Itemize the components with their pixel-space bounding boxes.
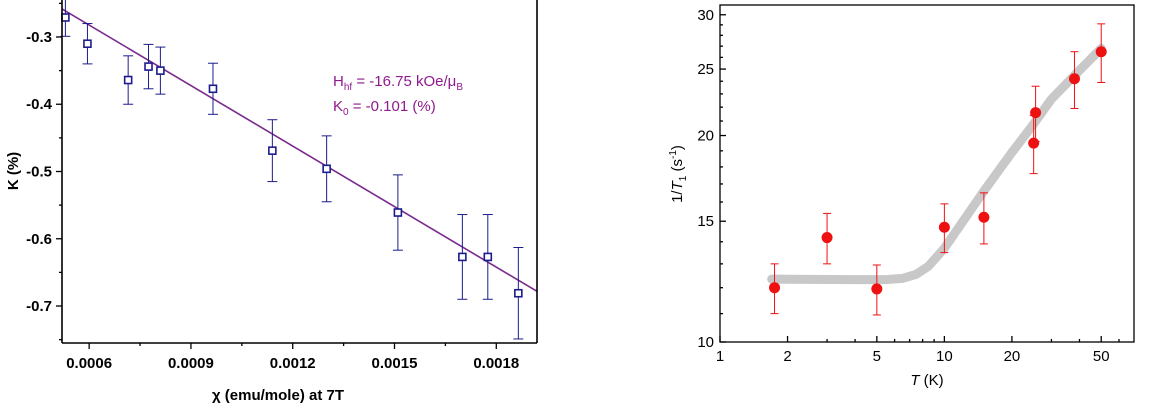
left-y-tick-label: -0.7 — [26, 298, 52, 315]
left-chart: 0.0006 0.0009 0.0012 0.0015 0.0018 -0.3-0.4-… — [5, 0, 538, 404]
left-y-tick-label: -0.3 — [26, 29, 52, 46]
left-y-ticks: -0.3 -0.4 -0.5 -0.6 -0.7 — [26, 2, 62, 341]
left-plot-area — [60, 0, 538, 340]
left-data-point — [458, 252, 467, 262]
left-y-axis-title: K (%) — [5, 152, 22, 190]
right-x-axis-title: T (K) — [910, 372, 943, 389]
right-y-axis-title-prefix: 1/ — [669, 190, 686, 203]
right-x-tick-label: 2 — [783, 348, 791, 365]
right-y-axis-title-symbol: T — [669, 179, 686, 190]
left-data-point — [268, 146, 277, 155]
right-y-tick-label: 30 — [697, 7, 714, 24]
right-data-point — [871, 283, 883, 295]
left-fit-line — [61, 8, 538, 293]
left-marker-layer — [61, 13, 523, 298]
right-y-tick-label: 10 — [697, 334, 714, 351]
left-annotation-k0-symbol: K — [333, 98, 343, 115]
left-x-axis-title: χ (emu/mole) at 7T — [212, 387, 344, 404]
left-errorbar-layer — [60, 0, 524, 340]
left-data-point — [483, 252, 493, 262]
left-x-ticks: 0.0006 0.0009 0.0012 0.0015 0.0018 — [66, 343, 519, 372]
left-annotation-hhf: Hhf = -16.75 kOe/μB — [333, 73, 463, 93]
right-data-point — [978, 211, 990, 223]
left-x-tick-label: 0.0009 — [168, 355, 214, 372]
left-annotation-hhf-subscript: hf — [344, 82, 353, 93]
left-data-point — [123, 75, 133, 85]
left-fit-line-layer — [61, 8, 538, 293]
right-y-axis-title-unit: (s — [669, 159, 686, 176]
left-x-tick-label: 0.0012 — [270, 355, 316, 372]
left-annotation-k0: K0 = -0.101 (%) — [333, 98, 436, 118]
right-trend-curve-layer — [767, 43, 1106, 285]
left-y-tick-label: -0.5 — [26, 164, 52, 181]
right-y-axis-title-subscript: 1 — [678, 175, 689, 181]
right-y-axis-title: 1/T1 (s-1) — [668, 145, 689, 203]
right-y-tick-label: 15 — [697, 213, 714, 230]
left-data-point — [83, 39, 92, 49]
right-data-point — [1028, 137, 1040, 149]
left-annotation-hhf-subscript-b: B — [456, 82, 463, 93]
right-data-point — [1095, 46, 1107, 58]
left-annotation-k0-value: = -0.101 (%) — [349, 98, 436, 115]
right-x-tick-label: 1 — [716, 348, 724, 365]
left-data-point — [514, 288, 523, 298]
right-x-tick-label: 10 — [936, 348, 953, 365]
left-y-tick-label: -0.4 — [26, 96, 53, 113]
right-errorbar-layer — [770, 23, 1106, 316]
left-data-point — [144, 62, 153, 71]
left-data-point — [61, 13, 70, 22]
right-data-point — [938, 221, 950, 233]
left-annotation-k0-subscript: 0 — [343, 107, 349, 118]
left-x-tick-label: 0.0015 — [372, 355, 418, 372]
left-x-tick-label: 0.0018 — [473, 355, 519, 372]
right-data-point — [821, 232, 833, 244]
right-x-axis-title-symbol: T — [910, 372, 921, 389]
right-y-axis-title-close: ) — [669, 145, 686, 150]
right-x-axis-title-unit: (K) — [920, 372, 944, 389]
right-x-tick-label: 5 — [873, 348, 881, 365]
right-y-ticks: 10 15 20 25 30 — [697, 7, 726, 351]
right-data-point — [769, 282, 781, 294]
left-x-tick-label: 0.0006 — [66, 355, 112, 372]
right-plot-frame — [719, 4, 1135, 343]
left-data-point — [393, 208, 403, 217]
right-y-axis-title-superscript: -1 — [668, 150, 679, 159]
right-data-point — [1030, 107, 1042, 119]
left-data-point — [156, 66, 165, 75]
right-x-ticks: 1 2 5 10 20 50 — [716, 336, 1120, 365]
right-x-tick-label: 20 — [1004, 348, 1021, 365]
right-data-point — [1068, 73, 1080, 85]
right-trend-curve — [767, 43, 1106, 285]
left-annotation-hhf-value: = -16.75 kOe/μ — [352, 73, 456, 90]
right-marker-layer — [769, 46, 1107, 295]
left-data-point — [322, 164, 331, 174]
left-annotation-hhf-symbol: H — [333, 73, 344, 90]
right-y-tick-label: 20 — [697, 128, 714, 145]
right-x-tick-label: 50 — [1093, 348, 1110, 365]
left-data-point — [208, 84, 218, 94]
right-y-tick-label: 25 — [697, 61, 714, 78]
left-y-tick-label: -0.6 — [26, 231, 52, 248]
